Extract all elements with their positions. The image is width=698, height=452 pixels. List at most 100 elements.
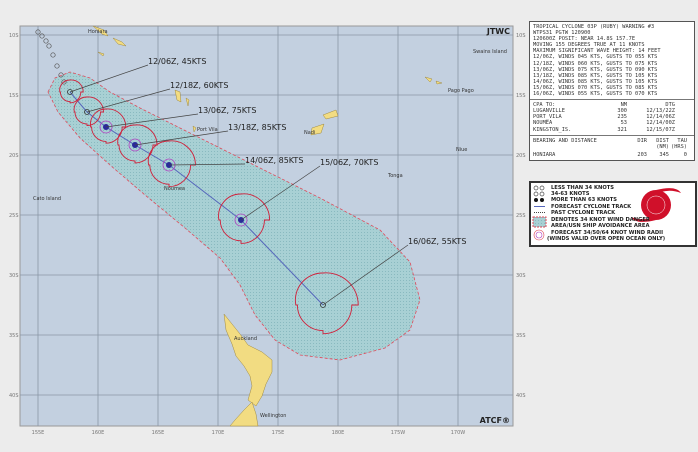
dist-unit: (NM) (656, 143, 669, 150)
cpa-table: CPA TO: NM DTG LUGANVILLE 300 12/13/22Z POR… (530, 100, 694, 136)
warning-line: MAXIMUM SIGNIFICANT WAVE HEIGHT: 14 FEET (533, 48, 661, 55)
lat-tick-label-left: 15S (9, 93, 19, 99)
warning-line: 12/06Z, WINDS 045 KTS, GUSTS TO 055 KTS (533, 54, 658, 61)
lat-tick-label: 15S (516, 93, 526, 99)
north-island (223, 313, 273, 407)
legend-symbols (532, 185, 681, 241)
atcf-credit: ATCF® (480, 416, 510, 425)
wind-radii-64kt (99, 120, 113, 134)
wind-radii-34kt (59, 79, 84, 104)
danger-area-symbol (532, 216, 547, 228)
bearing-dist: 345 (659, 151, 669, 158)
dist-header: DIST (656, 137, 669, 144)
forecast-label: 12/06Z, 45KTS (148, 57, 206, 66)
lat-tick-label-left: 40S (9, 393, 19, 399)
wind-radii-64kt (234, 213, 248, 227)
warning-line: TROPICAL CYCLONE 03P (RUBY) WARNING #3 (533, 24, 655, 30)
lat-tick-label-left: 25S (9, 213, 19, 219)
past-position (39, 33, 45, 39)
warning-line: 15/06Z, WINDS 070 KTS, GUSTS TO 085 KTS (533, 84, 658, 91)
forecast-label: 12/18Z, 60KTS (170, 81, 228, 90)
solomon-islands (92, 25, 109, 37)
forecast-label: 16/06Z, 55KTS (408, 237, 466, 246)
bearing-row: HONIARA 203 345 0 (533, 152, 691, 158)
warning-line: MOVING 155 DEGREES TRUE AT 11 KNOTS (533, 42, 645, 49)
tau-unit: (HRS) (671, 143, 687, 150)
place-label: Pago Pago (448, 88, 474, 94)
cpa-cell: LUGANVILLE (533, 108, 565, 115)
cpa-row: LUGANVILLE 300 12/13/22Z (533, 108, 691, 114)
lat-tick-label-left: 10S (9, 33, 19, 39)
past-position (35, 29, 41, 35)
wind-radii-34kt (90, 108, 127, 144)
cpa-row: PORT_VILA 235 12/14/06Z (533, 114, 691, 120)
past-position (43, 38, 49, 44)
warning-line: 12/18Z, WINDS 060 KTS, GUSTS TO 075 KTS (533, 60, 658, 67)
legend-past-track: PAST CYCLONE TRACK (551, 210, 616, 216)
legend-avoidance-area: AREA/USN SHIP AVOIDANCE AREA (551, 223, 650, 229)
warning-info-panel: TROPICAL CYCLONE 03P (RUBY) WARNING #3 WT… (529, 21, 695, 161)
forecast-label-leader (240, 165, 321, 221)
lat-tick-label: 25S (516, 213, 526, 219)
legend-less-34: LESS THAN 34 KNOTS (551, 185, 615, 191)
past-position (58, 72, 64, 78)
wind-radii-34kt (294, 272, 359, 335)
bearing-tau: 0 (683, 151, 687, 158)
cpa-header-dtg: DTG (665, 102, 675, 109)
lat-tick-label: 40S (516, 393, 526, 399)
cpa-cell: 12/14/06Z (646, 114, 675, 121)
cpa-cell: 53 (620, 120, 627, 127)
lat-tick-label: 35S (516, 333, 526, 339)
forecast-label-leader (86, 88, 171, 113)
cpa-cell: NOUMEA (533, 120, 553, 127)
place-label: Honiara (88, 29, 108, 35)
wind-radii (59, 79, 359, 335)
forecast-label-leader (168, 163, 246, 166)
forecast-label-leader (134, 130, 229, 146)
forecast-label-leader (69, 64, 149, 93)
lon-tick-label: 170E (212, 430, 225, 436)
south-island (229, 401, 259, 427)
forecast-label-leader (322, 244, 409, 306)
lon-tick-label: 165E (152, 430, 165, 436)
wind-radii-34kt (73, 96, 104, 126)
lon-tick-label: 160E (92, 430, 105, 436)
cpa-cell: KINGSTON_IS. (533, 126, 572, 133)
cpa-cell: 12/15/07Z (646, 126, 675, 133)
bearing-dir: 203 (637, 151, 647, 158)
samoa (424, 76, 433, 83)
lat-tick-label: 10S (516, 33, 526, 39)
place-label: Noumea (164, 186, 185, 192)
wind-radii-34kt (147, 140, 196, 188)
warning-line: 13/06Z, WINDS 075 KTS, GUSTS TO 090 KTS (533, 66, 658, 73)
lat-tick-label-left: 30S (9, 273, 19, 279)
bearing-table: BEARING AND DISTANCE DIR DIST TAU (NM) (… (530, 136, 694, 160)
jtwc-logo (641, 190, 671, 220)
place-label: Tonga (387, 173, 403, 179)
warning-line: WTPS31 PGTW 120900 (533, 30, 591, 37)
forecast-position (67, 89, 73, 95)
legend-wind-radii: FORECAST 34/50/64 KNOT WIND RADII (551, 230, 664, 236)
lon-tick-label: 175W (391, 430, 406, 436)
past-position (46, 43, 52, 49)
wind-radii-64kt (128, 138, 142, 152)
lon-tick-label: 170W (451, 430, 466, 436)
forecast-position (320, 302, 326, 308)
legend-danger-area: DENOTES 34 KNOT WIND DANGER (551, 217, 650, 223)
bearing-place: HONIARA (533, 151, 556, 158)
forecast-label: 15/06Z, 70KTS (320, 158, 378, 167)
map-legend: LESS THAN 34 KNOTS 34-63 KNOTS MORE THAN… (529, 181, 697, 247)
lat-tick-label: 20S (516, 153, 526, 159)
cpa-row: KINGSTON_IS. 321 12/15/07Z (533, 127, 691, 133)
past-position (61, 79, 67, 85)
agency-label: JTWC (486, 27, 510, 36)
past-position (50, 52, 56, 58)
place-label: Cato Island (33, 196, 61, 202)
warning-line: 16/06Z, WINDS 055 KTS, GUSTS TO 070 KTS (533, 91, 658, 98)
forecast-label-leaders (69, 64, 409, 306)
past-track (35, 29, 67, 85)
cpa-header-place: CPA TO: (533, 102, 556, 109)
warning-line: 14/06Z, WINDS 085 KTS, GUSTS TO 105 KTS (533, 78, 658, 85)
forecast-label: 14/06Z, 85KTS (245, 156, 303, 165)
warning-text: TROPICAL CYCLONE 03P (RUBY) WARNING #3 WT… (530, 22, 694, 101)
